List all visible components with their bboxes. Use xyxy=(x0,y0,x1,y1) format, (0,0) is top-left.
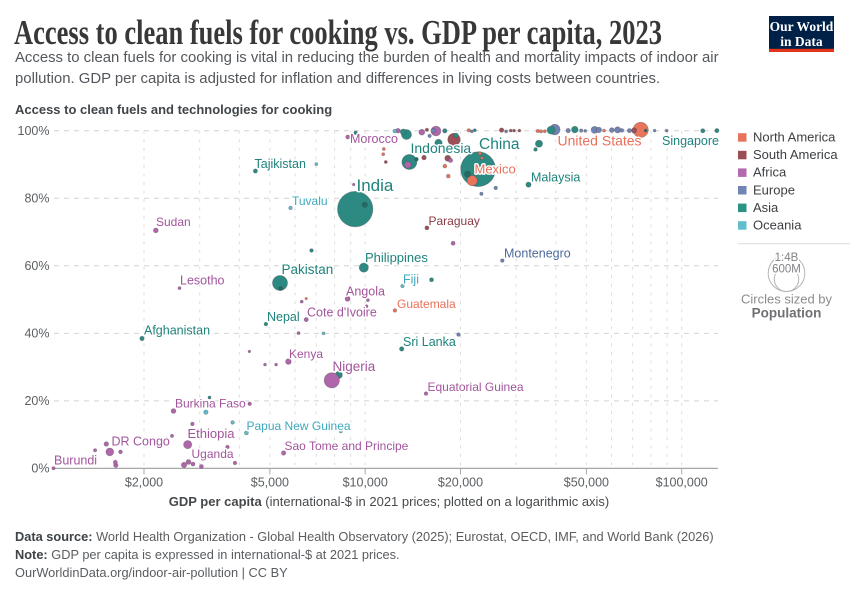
svg-text:Nepal: Nepal xyxy=(267,310,300,324)
svg-text:$5,000: $5,000 xyxy=(251,476,289,490)
svg-text:Guatemala: Guatemala xyxy=(397,297,456,311)
svg-text:Circles sized by: Circles sized by xyxy=(741,291,833,306)
svg-text:Ethiopia: Ethiopia xyxy=(188,426,236,441)
svg-text:$10,000: $10,000 xyxy=(343,476,388,490)
svg-text:Lesotho: Lesotho xyxy=(180,274,225,288)
svg-text:Singapore: Singapore xyxy=(662,134,719,148)
svg-text:0%: 0% xyxy=(31,462,49,476)
svg-text:Afghanistan: Afghanistan xyxy=(144,324,210,338)
svg-text:Angola: Angola xyxy=(346,285,385,299)
svg-text:Population: Population xyxy=(752,305,822,320)
svg-text:India: India xyxy=(357,176,394,195)
svg-text:100%: 100% xyxy=(18,124,50,138)
svg-text:Cote d'Ivoire: Cote d'Ivoire xyxy=(307,306,377,320)
svg-text:Access to clean fuels for cook: Access to clean fuels for cooking vs. GD… xyxy=(14,13,662,52)
svg-text:$50,000: $50,000 xyxy=(564,476,609,490)
svg-text:$20,000: $20,000 xyxy=(438,476,483,490)
svg-text:South America: South America xyxy=(753,147,838,162)
svg-text:Morocco: Morocco xyxy=(350,132,398,146)
svg-text:Tuvalu: Tuvalu xyxy=(292,194,328,208)
svg-text:Access to clean fuels for cook: Access to clean fuels for cooking is vit… xyxy=(15,50,719,66)
svg-text:Mexico: Mexico xyxy=(475,162,516,177)
svg-text:Data source: World Health Orga: Data source: World Health Organization -… xyxy=(15,529,714,544)
svg-text:40%: 40% xyxy=(24,327,49,341)
svg-text:60%: 60% xyxy=(24,259,49,273)
svg-text:Philippines: Philippines xyxy=(365,250,428,265)
svg-text:600M: 600M xyxy=(772,263,801,275)
svg-text:Kenya: Kenya xyxy=(289,347,323,361)
svg-text:Paraguay: Paraguay xyxy=(429,214,480,228)
svg-text:Access to clean fuels and tech: Access to clean fuels and technologies f… xyxy=(15,102,332,117)
svg-text:Papua New Guinea: Papua New Guinea xyxy=(247,419,351,433)
svg-text:Asia: Asia xyxy=(753,200,779,215)
svg-text:Sri Lanka: Sri Lanka xyxy=(403,335,456,349)
svg-text:Burkina Faso: Burkina Faso xyxy=(175,397,246,411)
svg-text:Uganda: Uganda xyxy=(192,447,234,461)
svg-text:$2,000: $2,000 xyxy=(125,476,163,490)
svg-text:Sudan: Sudan xyxy=(156,215,191,229)
svg-text:Indonesia: Indonesia xyxy=(411,140,472,156)
svg-text:80%: 80% xyxy=(24,192,49,206)
svg-text:1:4B: 1:4B xyxy=(775,252,799,264)
svg-text:Pakistan: Pakistan xyxy=(282,262,334,277)
svg-text:20%: 20% xyxy=(24,394,49,408)
svg-text:Sao Tome and Principe: Sao Tome and Principe xyxy=(285,439,409,453)
svg-text:United States: United States xyxy=(558,133,642,149)
svg-text:GDP per capita (international-: GDP per capita (international-$ in 2021 … xyxy=(169,494,610,509)
svg-text:Malaysia: Malaysia xyxy=(531,171,580,185)
svg-text:Nigeria: Nigeria xyxy=(333,359,376,374)
svg-text:Montenegro: Montenegro xyxy=(504,247,571,261)
svg-text:in Data: in Data xyxy=(780,34,823,49)
svg-text:DR Congo: DR Congo xyxy=(112,435,170,449)
svg-text:North America: North America xyxy=(753,130,836,145)
svg-text:China: China xyxy=(479,136,520,153)
svg-text:Tajikistan: Tajikistan xyxy=(255,157,306,171)
svg-text:$100,000: $100,000 xyxy=(656,476,708,490)
svg-text:Europe: Europe xyxy=(753,182,795,197)
svg-text:Our World: Our World xyxy=(770,19,834,34)
svg-text:Oceania: Oceania xyxy=(753,218,802,233)
svg-text:Fiji: Fiji xyxy=(403,273,419,287)
svg-text:Burundi: Burundi xyxy=(54,454,97,468)
svg-text:Africa: Africa xyxy=(753,165,787,180)
svg-text:Equatorial Guinea: Equatorial Guinea xyxy=(428,380,524,394)
svg-text:Note: GDP per capita is expres: Note: GDP per capita is expressed in int… xyxy=(15,547,400,562)
svg-text:OurWorldinData.org/indoor-air-: OurWorldinData.org/indoor-air-pollution … xyxy=(15,565,288,580)
svg-text:pollution. GDP per capita is a: pollution. GDP per capita is adjusted fo… xyxy=(15,71,660,87)
